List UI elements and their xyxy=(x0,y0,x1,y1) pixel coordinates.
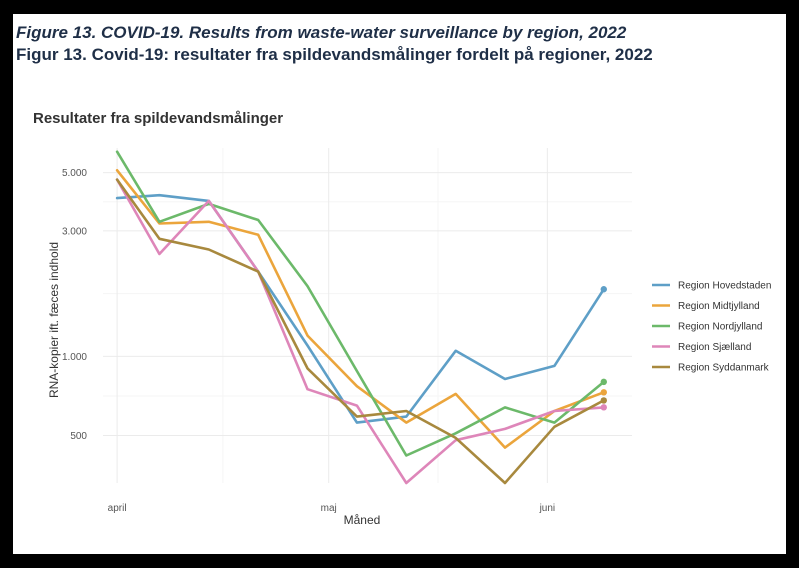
series-line xyxy=(115,178,606,485)
legend: Region Hovedstaden Region Midtjylland Regi… xyxy=(652,281,771,374)
y-tick-label: 5.000 xyxy=(62,168,87,179)
y-tick-label: 1.000 xyxy=(62,352,87,363)
series-line xyxy=(115,150,606,457)
x-tick-label: maj xyxy=(321,503,337,514)
series-end-point xyxy=(600,389,607,396)
legend-label: Region Nordjylland xyxy=(678,322,763,333)
series-end-point xyxy=(600,286,607,293)
series-end-point xyxy=(600,404,607,411)
y-axis-title: RNA-kopier ift. fæces indhold xyxy=(47,242,61,398)
series-line xyxy=(115,169,606,449)
series-end-point xyxy=(600,397,607,404)
legend-label: Region Midtjylland xyxy=(678,301,760,312)
figure-title-danish: Figur 13. Covid-19: resultater fra spild… xyxy=(16,45,653,64)
x-axis-ticks: april maj juni xyxy=(108,503,555,514)
legend-label: Region Sjælland xyxy=(678,342,751,353)
y-tick-label: 500 xyxy=(70,431,87,442)
legend-label: Region Hovedstaden xyxy=(678,281,771,292)
y-axis-ticks: 500 1.000 3.000 5.000 xyxy=(62,168,87,442)
series-line xyxy=(115,178,606,485)
x-tick-label: juni xyxy=(539,503,556,514)
x-axis-title: Måned xyxy=(344,513,381,527)
legend-label: Region Syddanmark xyxy=(678,363,770,374)
series-lines xyxy=(115,150,606,485)
figure-title-english: Figure 13. COVID-19. Results from waste-… xyxy=(16,23,627,42)
chart-title: Resultater fra spildevandsmålinger xyxy=(33,110,284,127)
x-tick-label: april xyxy=(108,503,127,514)
series-end-point xyxy=(600,378,607,386)
y-tick-label: 3.000 xyxy=(62,226,87,237)
series-line xyxy=(115,193,606,424)
series-end-points xyxy=(600,286,607,411)
